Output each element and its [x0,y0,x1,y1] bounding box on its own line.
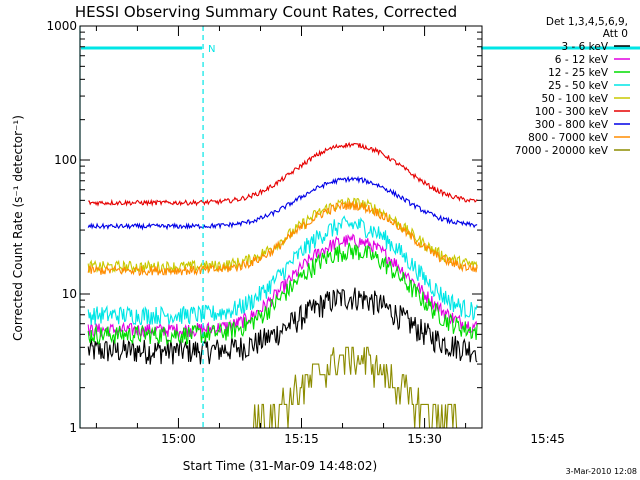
y-tick-label-2: 100 [54,153,77,167]
y-tick-label-3: 1000 [46,19,77,33]
legend-label-7: 800 - 7000 keV [528,132,609,144]
night-label: N [208,44,215,55]
legend-label-6: 300 - 800 keV [535,119,609,131]
x-axis-label: Start Time (31-Mar-09 14:48:02) [183,459,377,473]
legend-label-5: 100 - 300 keV [535,106,609,118]
x-tick-label-2: 15:30 [407,432,442,446]
series-line-0 [87,287,478,365]
series-line-1 [87,233,478,339]
legend-label-8: 7000 - 20000 keV [515,145,609,157]
chart-title: HESSI Observing Summary Count Rates, Cor… [75,3,457,21]
legend-label-1: 6 - 12 keV [555,54,609,66]
series-line-4 [87,197,478,275]
legend-label-0: 3 - 6 keV [561,41,608,53]
legend-label-4: 50 - 100 keV [541,93,608,105]
series-line-2 [87,242,478,347]
x-tick-label-1: 15:15 [284,432,319,446]
legend-label-3: 25 - 50 keV [548,80,609,92]
plot-frame [79,25,483,429]
series-line-5 [88,141,478,207]
legend-header-1: Att 0 [603,28,628,40]
series-line-7 [87,200,478,277]
series-line-3 [87,215,478,326]
x-tick-label-3: 15:45 [530,432,565,446]
y-tick-label-0: 1 [69,421,77,435]
series-line-8 [252,346,458,429]
legend-label-2: 12 - 25 keV [548,67,609,79]
legend-header-0: Det 1,3,4,5,6,9, [546,16,628,28]
series-line-6 [87,175,478,231]
footer-timestamp: 3-Mar-2010 12:08 [566,467,637,476]
y-tick-label-1: 10 [62,287,77,301]
x-tick-label-0: 15:00 [161,432,196,446]
y-axis-label: Corrected Count Rate (s⁻¹ detector⁻¹) [11,115,25,341]
